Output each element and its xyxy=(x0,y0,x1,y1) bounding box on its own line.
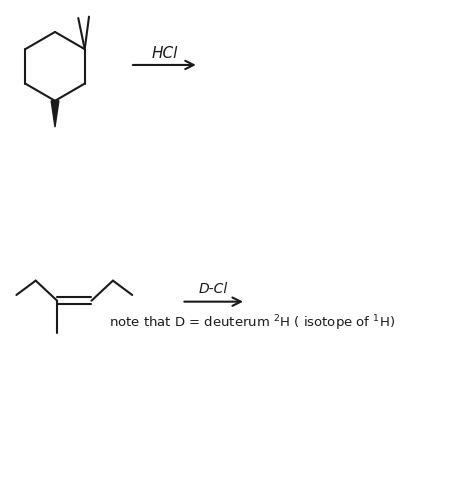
Text: D-Cl: D-Cl xyxy=(199,282,228,296)
Polygon shape xyxy=(51,102,59,128)
Text: note that D = deuterum $^{2}$H ( isotope of $^{1}$H): note that D = deuterum $^{2}$H ( isotope… xyxy=(109,312,395,332)
Text: HCl: HCl xyxy=(151,46,178,61)
